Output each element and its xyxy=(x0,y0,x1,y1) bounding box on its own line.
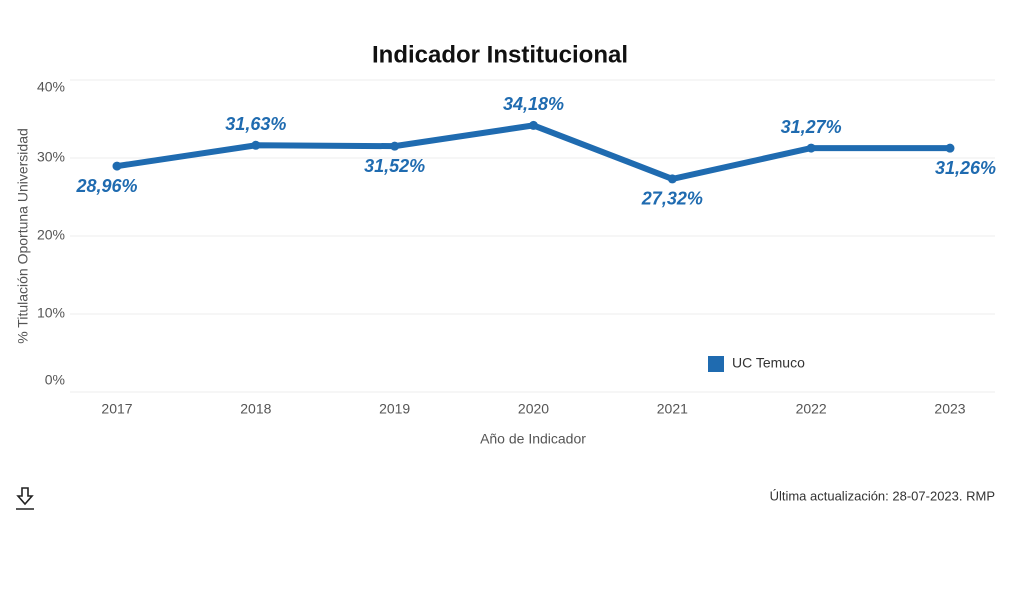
y-tick-label: 30% xyxy=(37,149,65,165)
data-label: 31,26% xyxy=(935,158,996,178)
chart-title: Indicador Institucional xyxy=(372,41,628,68)
point xyxy=(667,174,677,184)
point xyxy=(529,120,538,130)
x-tick-label: 2023 xyxy=(934,401,965,417)
point xyxy=(806,143,816,153)
y-tick-label: 40% xyxy=(37,79,65,95)
legend-swatch xyxy=(708,356,724,372)
data-label: 34,18% xyxy=(503,94,564,114)
x-tick-label: 2020 xyxy=(518,401,549,417)
y-tick-label: 20% xyxy=(37,227,65,243)
data-label: 31,52% xyxy=(364,156,425,176)
point xyxy=(390,141,400,151)
x-tick-label: 2022 xyxy=(796,401,827,417)
point xyxy=(945,143,955,153)
update-note: Última actualización: 28-07-2023. RMP xyxy=(770,488,995,503)
y-tick-label: 0% xyxy=(45,372,65,388)
point xyxy=(251,140,261,150)
y-tick-label: 10% xyxy=(37,305,65,321)
legend-label: UC Temuco xyxy=(732,355,805,371)
data-label: 31,63% xyxy=(225,114,286,134)
y-axis-title: % Titulación Oportuna Universidad xyxy=(15,128,31,344)
data-label: 27,32% xyxy=(641,189,703,209)
x-tick-label: 2018 xyxy=(240,401,271,417)
download-button[interactable] xyxy=(16,487,34,510)
data-label: 28,96% xyxy=(75,176,137,196)
x-tick-label: 2019 xyxy=(379,401,410,417)
x-tick-label: 2021 xyxy=(657,401,688,417)
download-icon xyxy=(16,487,34,506)
x-tick-label: 2017 xyxy=(101,401,132,417)
x-axis-title: Año de Indicador xyxy=(480,431,586,447)
point xyxy=(112,161,122,171)
data-label: 31,27% xyxy=(781,117,842,137)
